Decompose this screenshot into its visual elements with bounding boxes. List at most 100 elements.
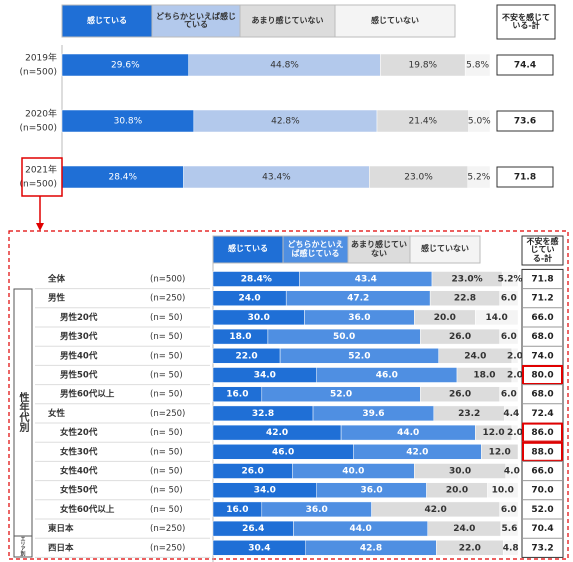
value-label: 44.8% bbox=[270, 61, 299, 71]
total-box bbox=[496, 110, 554, 132]
total-value: 74.0 bbox=[531, 351, 553, 361]
value-label: 24.0 bbox=[464, 351, 486, 361]
total-box bbox=[496, 54, 554, 76]
value-label: 12.0 bbox=[482, 428, 504, 438]
highlight-box bbox=[522, 365, 563, 385]
value-label: 18.0 bbox=[229, 332, 251, 342]
value-label: 42.0 bbox=[425, 505, 447, 515]
value-label: 23.0% bbox=[451, 275, 482, 285]
legend-swatch bbox=[212, 235, 284, 264]
value-label: 28.4% bbox=[108, 173, 137, 183]
legend-label: 感じている bbox=[228, 244, 268, 254]
total-value: 70.4 bbox=[531, 524, 553, 534]
total-value: 71.8 bbox=[531, 275, 553, 285]
n-label: (n=250) bbox=[150, 543, 185, 553]
value-label: 2.0 bbox=[507, 371, 523, 381]
value-label: 52.0 bbox=[348, 351, 370, 361]
bar-segment bbox=[481, 444, 519, 460]
value-label: 16.0 bbox=[226, 505, 248, 515]
category-label: 全体 bbox=[47, 274, 66, 285]
bar-segment bbox=[487, 482, 519, 498]
value-label: 46.0 bbox=[376, 371, 398, 381]
n-label: (n=500) bbox=[150, 275, 185, 285]
value-label: 30.0 bbox=[449, 467, 471, 477]
category-label: 男性20代 bbox=[60, 312, 98, 323]
value-label: 28.4% bbox=[241, 275, 272, 285]
value-label: 2.0 bbox=[507, 428, 523, 438]
legend-swatch bbox=[282, 235, 349, 264]
value-label: 4.0 bbox=[504, 467, 520, 477]
total-header-box: 不安を感じている-計 bbox=[502, 13, 550, 30]
value-label: 23.0% bbox=[404, 173, 433, 183]
value-label: 5.8% bbox=[466, 61, 489, 71]
value-label: 52.0 bbox=[330, 390, 352, 400]
n-label: (n=500) bbox=[20, 180, 57, 190]
value-label: 20.0 bbox=[446, 486, 468, 496]
n-label: (n= 50) bbox=[150, 313, 183, 323]
value-label: 44.0 bbox=[397, 428, 419, 438]
n-label: (n=250) bbox=[150, 409, 185, 419]
bar-segment bbox=[464, 53, 491, 77]
n-label: (n= 50) bbox=[150, 467, 183, 477]
n-label: (n= 50) bbox=[150, 486, 183, 496]
value-label: 22.8 bbox=[454, 294, 476, 304]
value-label: 46.0 bbox=[272, 447, 294, 457]
value-label: 36.0 bbox=[360, 486, 382, 496]
value-label: 26.4 bbox=[242, 524, 264, 534]
value-label: 32.8 bbox=[252, 409, 274, 419]
bar-segment bbox=[499, 501, 519, 518]
legend-label: 感じていない bbox=[421, 244, 469, 254]
legend-label: 感じていない bbox=[371, 15, 419, 25]
legend-label: あまり感じていない bbox=[351, 240, 407, 258]
legend-label-box: 感じていない bbox=[421, 244, 469, 254]
n-label: (n= 50) bbox=[150, 390, 183, 400]
group-label: 性年代別 bbox=[17, 391, 30, 433]
category-label: 男性 bbox=[48, 293, 66, 304]
total-value: 70.0 bbox=[531, 486, 553, 496]
category-label: 女性40代 bbox=[60, 466, 98, 477]
n-label: (n= 50) bbox=[150, 332, 183, 342]
bar-segment bbox=[501, 271, 519, 287]
total-value: 71.2 bbox=[531, 294, 553, 304]
total-value: 71.8 bbox=[514, 173, 536, 183]
bar-segment bbox=[499, 290, 519, 306]
value-label: 6.0 bbox=[501, 294, 517, 304]
value-label: 5.6 bbox=[501, 524, 517, 534]
legend-swatch bbox=[151, 4, 241, 38]
total-value: 73.6 bbox=[514, 117, 536, 127]
detail-frame bbox=[8, 230, 569, 560]
value-label: 6.0 bbox=[501, 332, 517, 342]
category-label: 男性40代 bbox=[60, 350, 98, 361]
value-label: 5.0% bbox=[468, 117, 491, 127]
total-value: 86.0 bbox=[531, 428, 553, 438]
value-label: 18.0 bbox=[473, 371, 495, 381]
category-label: 2021年 bbox=[25, 164, 57, 176]
value-label: 4.8 bbox=[503, 543, 519, 553]
legend-swatch bbox=[409, 235, 481, 264]
value-label: 26.0 bbox=[242, 467, 264, 477]
value-label: 36.0 bbox=[306, 505, 328, 515]
bar-segment bbox=[511, 424, 519, 441]
value-label: 22.0 bbox=[459, 543, 481, 553]
category-label: 女性 bbox=[48, 408, 66, 419]
total-header-frame bbox=[496, 4, 556, 40]
bar-segment bbox=[468, 109, 491, 133]
value-label: 39.6 bbox=[362, 409, 384, 419]
legend-label-box: どちらかといえば感じている bbox=[287, 240, 344, 258]
group-label: エリア別 bbox=[20, 536, 27, 557]
value-label: 34.0 bbox=[254, 486, 276, 496]
value-label: 42.0 bbox=[266, 428, 288, 438]
value-label: 4.4 bbox=[503, 409, 519, 419]
value-label: 47.2 bbox=[347, 294, 369, 304]
legend-label-box: 感じている bbox=[228, 244, 268, 254]
total-value: 73.2 bbox=[531, 543, 553, 553]
value-label: 30.0 bbox=[248, 313, 270, 323]
value-label: 5.2% bbox=[467, 173, 490, 183]
value-label: 22.0 bbox=[235, 351, 257, 361]
value-label: 6.0 bbox=[501, 390, 517, 400]
legend-label-box: あまり感じていない bbox=[351, 240, 407, 258]
value-label: 43.4% bbox=[262, 173, 291, 183]
legend-label: どちらかといえば感じている bbox=[287, 240, 344, 258]
category-label: 女性50代 bbox=[60, 485, 98, 496]
total-value: 66.0 bbox=[531, 467, 553, 477]
